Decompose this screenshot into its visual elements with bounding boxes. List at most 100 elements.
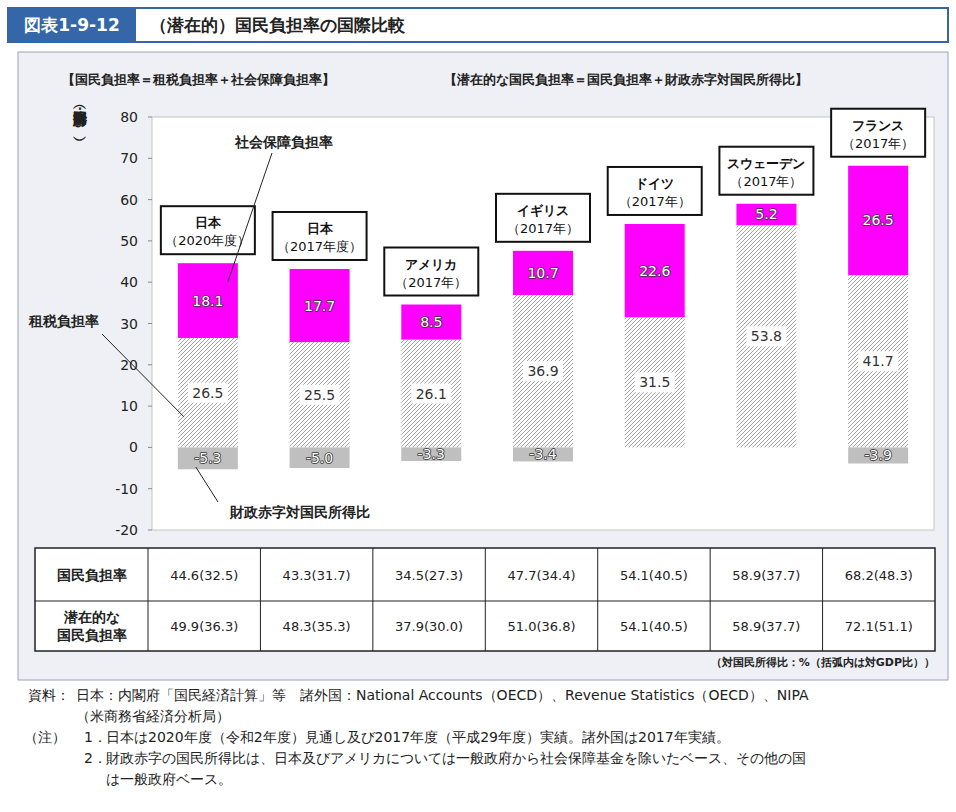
table-rule bbox=[260, 548, 261, 651]
bar-segment bbox=[513, 251, 573, 295]
category-line: （2017年） bbox=[619, 194, 691, 209]
y-tick bbox=[148, 447, 152, 448]
data-label: 26.5 bbox=[192, 385, 223, 401]
data-label: 41.7 bbox=[863, 353, 894, 369]
figure: 図表1-9-12（潜在的）国民負担率の国際比較【国民負担率＝租税負担率＋社会保障… bbox=[0, 0, 956, 812]
category-box bbox=[719, 147, 813, 195]
category-box bbox=[384, 248, 478, 296]
bar-segment bbox=[290, 447, 350, 468]
y-tick-label: 0 bbox=[129, 439, 138, 455]
data-label: 53.8 bbox=[751, 328, 782, 344]
note-line: は一般政府ベース。 bbox=[106, 771, 232, 787]
category-line: 日本 bbox=[195, 215, 222, 230]
figure-number: 図表1-9-12 bbox=[24, 15, 119, 35]
category-label: ドイツ （2017年） bbox=[619, 176, 691, 209]
data-label: 8.5 bbox=[420, 314, 442, 330]
data-label: 22.6 bbox=[639, 263, 670, 279]
source-line: （米商務省経済分析局） bbox=[76, 708, 230, 724]
y-tick-label: 20 bbox=[120, 357, 138, 373]
label-bg bbox=[746, 326, 786, 346]
note-line: 日本は2020年度（令和2年度）見通し及び2017年度（平成29年度）実績。諸外… bbox=[106, 729, 730, 745]
category-line: イギリス bbox=[517, 203, 569, 218]
header-line: 国民負担率 bbox=[57, 567, 127, 583]
category-label: スウェーデン（2017年） bbox=[727, 156, 805, 189]
note-number: 2． bbox=[84, 750, 107, 766]
table-unit-note: （対国民所得比：%（括弧内は対GDP比）） bbox=[711, 656, 935, 669]
y-tick-label: 80 bbox=[120, 109, 138, 125]
table-cell: 37.9(30.0) bbox=[395, 619, 463, 634]
data-label: -3.4 bbox=[529, 446, 556, 462]
table-cell: 48.3(35.3) bbox=[283, 619, 351, 634]
table-rule bbox=[822, 548, 823, 651]
y-tick bbox=[148, 282, 152, 283]
table-cell: 54.1(40.5) bbox=[620, 619, 688, 634]
bar-segment bbox=[625, 224, 685, 317]
label-bg bbox=[411, 384, 451, 404]
category-box bbox=[831, 109, 925, 157]
bar-segment bbox=[178, 447, 238, 469]
formula: 【国民負担率＝租税負担率＋社会保障負担率】 bbox=[62, 72, 335, 87]
bar-segment bbox=[290, 269, 350, 342]
table-row-header: 潜在的な国民負担率 bbox=[57, 609, 127, 643]
table-cell: 58.9(37.7) bbox=[732, 619, 800, 634]
bar-segment bbox=[848, 275, 908, 447]
category-label: 日本 （2017年度） bbox=[277, 221, 362, 254]
table-frame bbox=[35, 548, 935, 651]
y-tick bbox=[148, 117, 152, 118]
category-label: 日本 （2020年度） bbox=[165, 215, 250, 248]
leader-line bbox=[196, 467, 218, 502]
data-label: -3.9 bbox=[864, 447, 891, 463]
bar-segment bbox=[848, 166, 908, 275]
y-tick bbox=[148, 240, 152, 241]
table-cell: 44.6(32.5) bbox=[170, 568, 238, 583]
y-tick-label: 70 bbox=[120, 150, 138, 166]
category-line: （2017年度） bbox=[277, 239, 362, 254]
table-rule bbox=[710, 548, 711, 651]
table-rule bbox=[597, 548, 598, 651]
category-box bbox=[496, 194, 590, 242]
data-label: 31.5 bbox=[639, 374, 670, 390]
category-line: （2020年度） bbox=[165, 233, 250, 248]
bar-segment bbox=[736, 204, 796, 225]
label-bg bbox=[635, 372, 675, 392]
category-label: フランス （2017年） bbox=[842, 118, 914, 151]
table-cell: 49.9(36.3) bbox=[170, 619, 238, 634]
note-line: 財政赤字の国民所得比は、日本及びアメリカについては一般政府から社会保障基金を除い… bbox=[106, 750, 806, 766]
bar-segment bbox=[178, 338, 238, 447]
y-tick bbox=[148, 530, 152, 531]
content-box bbox=[18, 52, 948, 680]
data-label: 18.1 bbox=[192, 293, 223, 309]
y-tick bbox=[148, 406, 152, 407]
category-line: ドイツ bbox=[635, 176, 674, 191]
data-label: -3.3 bbox=[418, 446, 445, 462]
figure-svg: 図表1-9-12（潜在的）国民負担率の国際比較【国民負担率＝租税負担率＋社会保障… bbox=[0, 0, 956, 812]
category-box bbox=[161, 206, 255, 254]
data-label: 26.5 bbox=[863, 212, 894, 228]
label-bg bbox=[300, 385, 340, 405]
category-line: スウェーデン bbox=[727, 156, 805, 171]
source-line: 日本：内閣府「国民経済計算」等 諸外国：National Accounts（OE… bbox=[76, 687, 809, 703]
data-label: 5.2 bbox=[755, 206, 777, 222]
bar-segment bbox=[625, 317, 685, 447]
table-rule bbox=[148, 548, 149, 651]
series-label: 租税負担率 bbox=[28, 313, 99, 329]
bar-segment bbox=[178, 263, 238, 338]
data-label: -5.3 bbox=[194, 450, 221, 466]
y-tick-label: 50 bbox=[120, 233, 138, 249]
header-line: 国民負担率 bbox=[57, 627, 127, 643]
y-tick-label: 60 bbox=[120, 192, 138, 208]
series-label: 社会保障負担率 bbox=[234, 134, 333, 150]
category-line: フランス bbox=[852, 118, 904, 133]
category-line: 日本 bbox=[307, 221, 334, 236]
bar-segment bbox=[513, 447, 573, 461]
table-rule bbox=[372, 548, 373, 651]
table-cell: 58.9(37.7) bbox=[732, 568, 800, 583]
y-tick bbox=[148, 364, 152, 365]
category-line: （2017年） bbox=[842, 136, 914, 151]
data-label: 26.1 bbox=[416, 386, 447, 402]
category-label: アメリカ（2017年） bbox=[395, 257, 467, 290]
y-tick bbox=[148, 488, 152, 489]
data-labels: 26.518.1-5.325.517.7-5.026.18.5-3.336.91… bbox=[188, 206, 898, 466]
header-frame bbox=[8, 8, 948, 42]
category-line: アメリカ bbox=[405, 257, 457, 272]
